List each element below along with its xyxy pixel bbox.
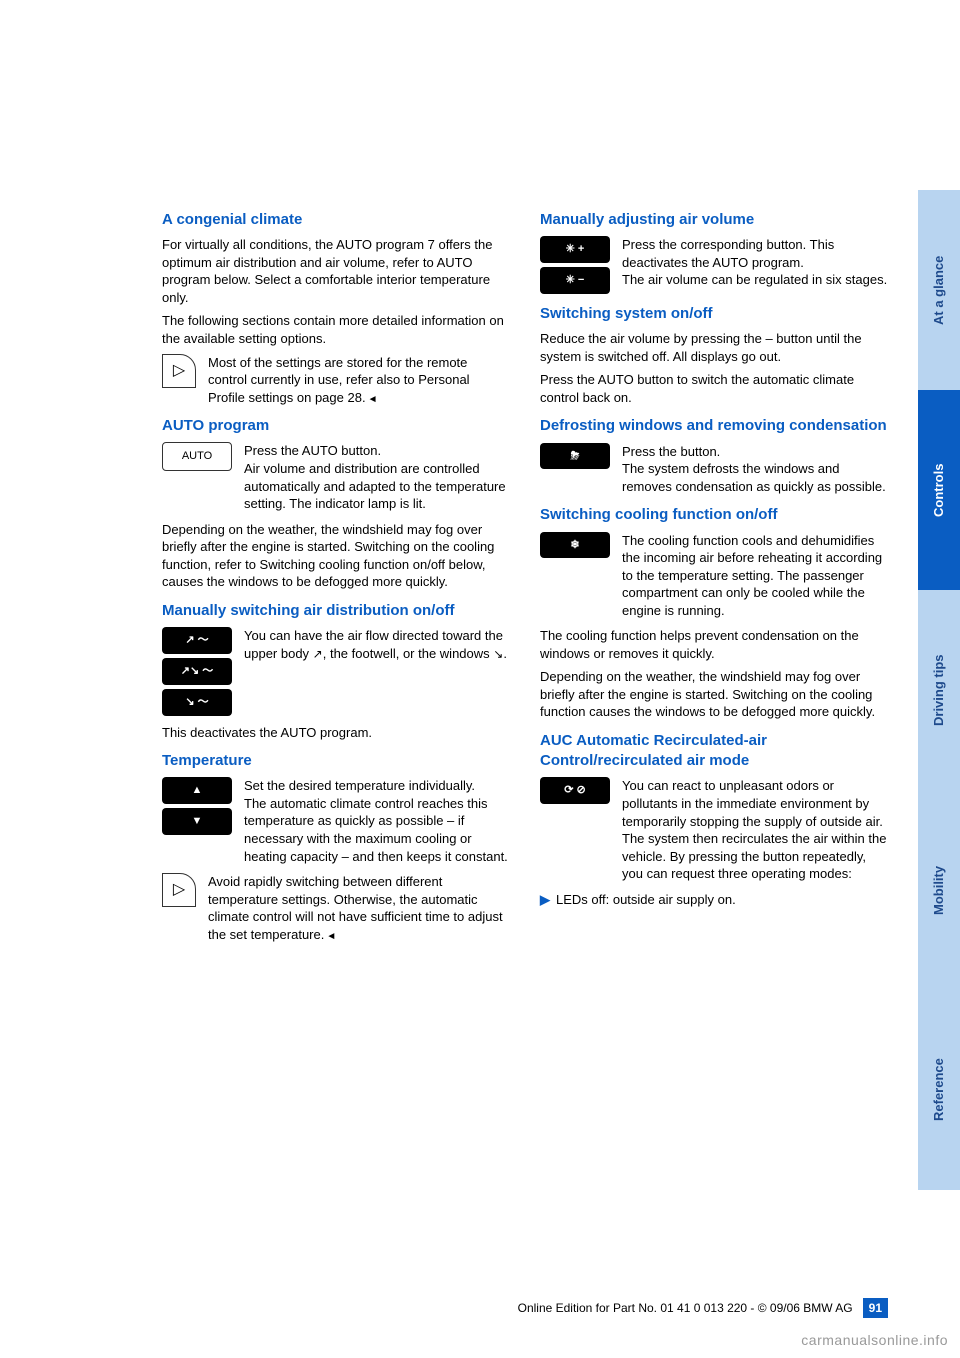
- fan-plus-icon: ✳︎ +: [540, 236, 610, 263]
- paragraph: Depending on the weather, the windshield…: [162, 521, 510, 591]
- hint-text: Most of the settings are stored for the …: [208, 354, 510, 407]
- defrost-icon: ⛈: [540, 443, 610, 470]
- paragraph: Set the desired temperature individually…: [244, 777, 510, 865]
- heading-cooling: Switching cooling function on/off: [540, 505, 888, 525]
- tab-controls[interactable]: Controls: [918, 390, 960, 590]
- heading-temperature: Temperature: [162, 751, 510, 771]
- footer-source: Online Edition for Part No. 01 41 0 013 …: [518, 1300, 853, 1316]
- paragraph: You can have the air flow directed towar…: [244, 627, 510, 662]
- paragraph: The cooling function cools and dehumidif…: [622, 532, 888, 620]
- heading-congenial: A congenial climate: [162, 210, 510, 230]
- paragraph: The cooling function helps prevent conde…: [540, 627, 888, 662]
- paragraph: You can react to unpleasant odors or pol…: [622, 777, 888, 882]
- right-column: Manually adjusting air volume ✳︎ + ✳︎ − …: [540, 200, 888, 1318]
- hint-icon: ▷: [162, 354, 196, 388]
- temperature-buttons: ▲ ▼: [162, 777, 232, 835]
- paragraph: Press the AUTO button to switch the auto…: [540, 371, 888, 406]
- auto-button-graphic: AUTO: [162, 442, 232, 471]
- paragraph: Depending on the weather, the windshield…: [540, 668, 888, 721]
- snowflake-icon: ❄︎: [540, 532, 610, 559]
- recirculate-icon: ⟳ ⊘: [540, 777, 610, 804]
- list-item: ▶LEDs off: outside air supply on.: [540, 891, 888, 909]
- tab-at-a-glance[interactable]: At a glance: [918, 190, 960, 390]
- paragraph: Reduce the air volume by pressing the – …: [540, 330, 888, 365]
- fan-buttons: ✳︎ + ✳︎ −: [540, 236, 610, 294]
- tab-driving-tips[interactable]: Driving tips: [918, 590, 960, 790]
- paragraph: Press the button. The system defrosts th…: [622, 443, 888, 496]
- paragraph: Press the AUTO button. Air volume and di…: [244, 442, 510, 512]
- distribution-buttons: ↗ ～ ↗↘ ～ ↘ ～: [162, 627, 232, 716]
- tab-mobility[interactable]: Mobility: [918, 790, 960, 990]
- heading-air-distribution: Manually switching air distribution on/o…: [162, 601, 510, 621]
- fan-minus-icon: ✳︎ −: [540, 267, 610, 294]
- dist-mid-icon: ↗↘ ～: [162, 658, 232, 685]
- heading-auto-program: AUTO program: [162, 416, 510, 436]
- watermark: carmanualsonline.info: [801, 1331, 948, 1350]
- paragraph: This deactivates the AUTO program.: [162, 724, 510, 742]
- heading-air-volume: Manually adjusting air volume: [540, 210, 888, 230]
- left-column: A congenial climate For virtually all co…: [162, 200, 510, 1318]
- heading-defrost: Defrosting windows and removing condensa…: [540, 416, 888, 436]
- temp-up-icon: ▲: [162, 777, 232, 804]
- footer: Online Edition for Part No. 01 41 0 013 …: [162, 1298, 888, 1318]
- dist-bot-icon: ↘ ～: [162, 689, 232, 716]
- hint-icon: ▷: [162, 873, 196, 907]
- temp-down-icon: ▼: [162, 808, 232, 835]
- hint-text: Avoid rapidly switching between differen…: [208, 873, 510, 943]
- heading-auc: AUC Automatic Recirculated-air Control/r…: [540, 731, 888, 772]
- side-tabs: At a glance Controls Driving tips Mobili…: [918, 190, 960, 1190]
- bullet-icon: ▶: [540, 892, 550, 907]
- heading-switching-system: Switching system on/off: [540, 304, 888, 324]
- page-number: 91: [863, 1298, 888, 1318]
- paragraph: The following sections contain more deta…: [162, 312, 510, 347]
- paragraph: Press the corresponding button. This dea…: [622, 236, 888, 289]
- paragraph: For virtually all conditions, the AUTO p…: [162, 236, 510, 306]
- tab-reference[interactable]: Reference: [918, 990, 960, 1190]
- dist-top-icon: ↗ ～: [162, 627, 232, 654]
